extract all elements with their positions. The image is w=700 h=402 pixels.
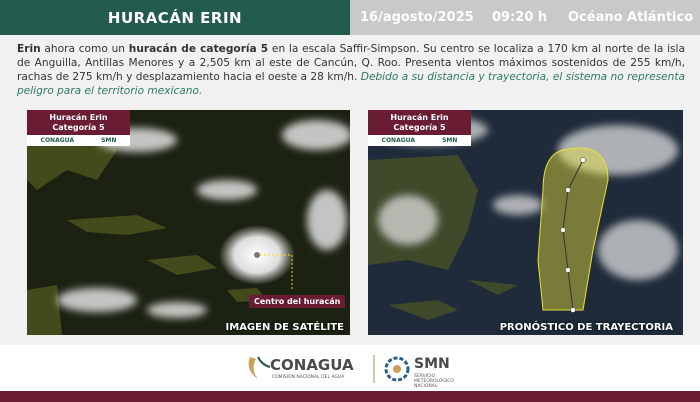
- smn-name: SMN: [414, 356, 450, 372]
- text-segment: en la escala Saffir-Simpson. Su centro s…: [17, 43, 685, 83]
- satellite-panel: Huracán Erin Categoría 5 CONAGUA SMN Centro…: [27, 110, 350, 335]
- badge-subtitle: Categoría 5: [393, 123, 446, 132]
- badge-subtitle: Categoría 5: [52, 123, 105, 132]
- text-segment: Debido a su distancia y trayectoria, el …: [17, 71, 685, 97]
- badge-logo: CONAGUA: [40, 137, 74, 144]
- panel-badge: Huracán Erin Categoría 5 CONAGUA SMN: [368, 110, 471, 146]
- footer-bar: [0, 391, 700, 402]
- header-region: Océano Atlántico: [568, 10, 694, 25]
- conagua-name: CONAGUA: [270, 356, 354, 374]
- footer: CONAGUA COMISIÓN NACIONAL DEL AGUA SMN S…: [0, 345, 700, 391]
- forecast-panel: Huracán Erin Categoría 5 CONAGUA SMN PRONÓS…: [368, 110, 683, 335]
- panel-caption: PRONÓSTICO DE TRAYECTORIA: [499, 322, 673, 333]
- header-date: 16/agosto/2025: [360, 10, 474, 25]
- panel-badge: Huracán Erin Categoría 5 CONAGUA SMN: [27, 110, 130, 146]
- badge-logo: CONAGUA: [381, 137, 415, 144]
- header-info: 16/agosto/2025 09:20 h Océano Atlántico: [350, 0, 700, 35]
- header-time: 09:20 h: [492, 10, 548, 25]
- badge-title: Huracán Erin: [49, 113, 108, 122]
- text-segment: Erin: [17, 43, 41, 55]
- badge-logo: SMN: [101, 137, 117, 144]
- footer-logos: [248, 355, 410, 383]
- conagua-tagline: COMISIÓN NACIONAL DEL AGUA: [272, 375, 345, 380]
- bulletin-text: Erin ahora como un huracán de categoría …: [17, 42, 685, 98]
- text-segment: ahora como un: [40, 43, 129, 55]
- badge-title: Huracán Erin: [390, 113, 449, 122]
- text-segment: huracán de categoría 5: [128, 43, 269, 55]
- smn-tagline: SERVICIO METEOROLÓGICO NACIONAL: [414, 374, 454, 389]
- panel-caption: IMAGEN DE SATÉLITE: [225, 322, 344, 333]
- header-title: HURACÁN ERIN: [0, 0, 350, 35]
- badge-logo: SMN: [442, 137, 458, 144]
- marker-label: Centro del huracán: [249, 295, 346, 308]
